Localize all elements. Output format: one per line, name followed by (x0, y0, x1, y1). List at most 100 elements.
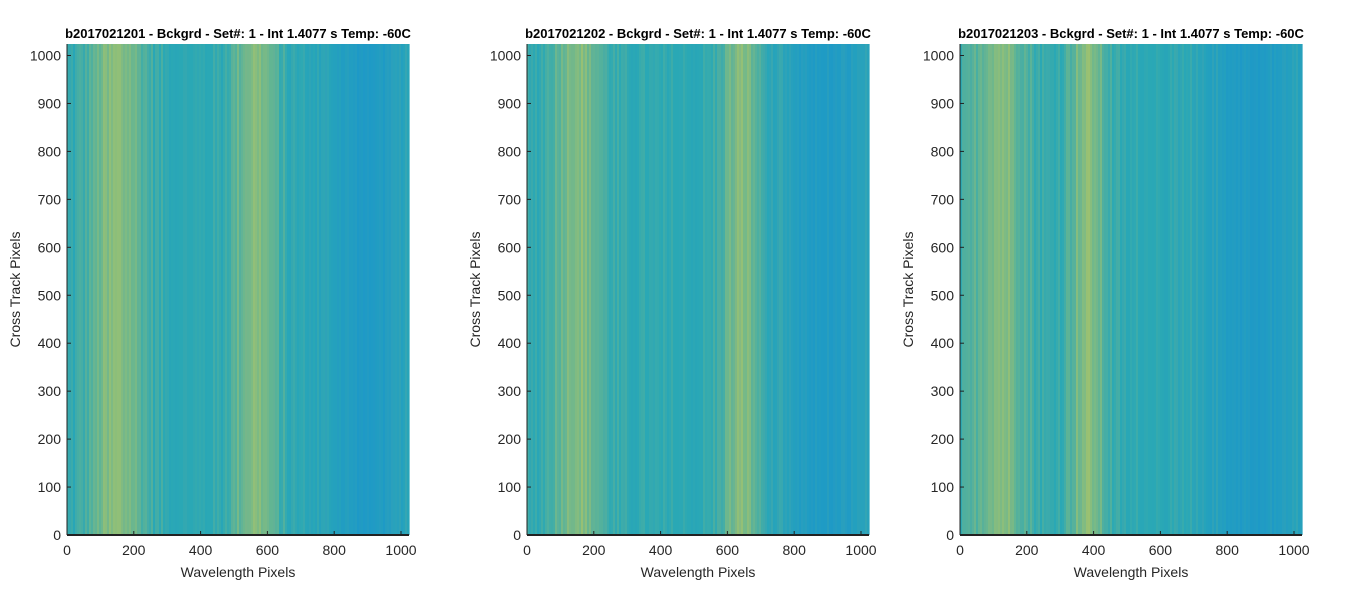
heatmap-column (397, 44, 400, 535)
x-tick-label: 1000 (845, 542, 876, 558)
heatmap-column (966, 44, 969, 535)
x-tick-label: 200 (1015, 542, 1039, 558)
heatmap-column (309, 44, 312, 535)
heatmap-column (737, 44, 740, 535)
heatmap-column (1258, 44, 1261, 535)
heatmap-column (787, 44, 790, 535)
heatmap-column (363, 44, 366, 535)
heatmap-column (321, 44, 324, 535)
heatmap-column (811, 44, 814, 535)
heatmap-column (275, 44, 278, 535)
heatmap-column (601, 44, 604, 535)
heatmap-column (585, 44, 588, 535)
heatmap-column (649, 44, 652, 535)
heatmap-column (247, 44, 250, 535)
heatmap-column (847, 44, 850, 535)
y-tick-label: 0 (946, 527, 954, 543)
heatmap-column (549, 44, 552, 535)
heatmap-column (579, 44, 582, 535)
x-tick-label: 0 (523, 542, 531, 558)
heatmap-column (749, 44, 752, 535)
heatmap-column (113, 44, 116, 535)
heatmap-column (1210, 44, 1213, 535)
heatmap-column (267, 44, 270, 535)
heatmap-column (157, 44, 160, 535)
heatmap-column (753, 44, 756, 535)
heatmap-column (263, 44, 266, 535)
heatmap-column (970, 44, 973, 535)
y-tick-label: 300 (931, 383, 955, 399)
y-tick-label: 700 (498, 191, 522, 207)
heatmap-column (673, 44, 676, 535)
heatmap-column (699, 44, 702, 535)
heatmap-column (765, 44, 768, 535)
heatmap-column (1106, 44, 1109, 535)
heatmap-column (329, 44, 332, 535)
x-tick-label: 400 (649, 542, 673, 558)
heatmap-column (217, 44, 220, 535)
heatmap-column (407, 44, 410, 535)
heatmap-column (149, 44, 152, 535)
y-tick-label: 100 (498, 479, 522, 495)
x-tick-label: 800 (323, 542, 347, 558)
heatmap-column (537, 44, 540, 535)
heatmap-column (761, 44, 764, 535)
heatmap-column (173, 44, 176, 535)
heatmap-column (1124, 44, 1127, 535)
heatmap-column (143, 44, 146, 535)
heatmap-column (1276, 44, 1279, 535)
heatmap-column (990, 44, 993, 535)
heatmap-column (569, 44, 572, 535)
heatmap-column (1130, 44, 1133, 535)
heatmap-column (962, 44, 965, 535)
heatmap-column (735, 44, 738, 535)
heatmap-column (851, 44, 854, 535)
heatmap-column (741, 44, 744, 535)
heatmap-column (135, 44, 138, 535)
heatmap-column (611, 44, 614, 535)
heatmap-column (781, 44, 784, 535)
heatmap-column (81, 44, 84, 535)
heatmap-column (767, 44, 770, 535)
heatmap-column (119, 44, 122, 535)
heatmap-column (547, 44, 550, 535)
heatmap-column (1166, 44, 1169, 535)
heatmap-column (191, 44, 194, 535)
heatmap-column (1278, 44, 1281, 535)
heatmap-column (751, 44, 754, 535)
heatmap-column (1142, 44, 1145, 535)
heatmap-column (1288, 44, 1291, 535)
heatmap-column (1132, 44, 1135, 535)
heatmap-column (367, 44, 370, 535)
heatmap-column (541, 44, 544, 535)
heatmap-column (759, 44, 762, 535)
heatmap-column (819, 44, 822, 535)
heatmap-column (115, 44, 118, 535)
heatmap-column (711, 44, 714, 535)
heatmap-column (551, 44, 554, 535)
heatmap-column (293, 44, 296, 535)
heatmap-column (855, 44, 858, 535)
heatmap-column (127, 44, 130, 535)
heatmap-column (527, 44, 530, 535)
y-tick-label: 900 (38, 95, 62, 111)
heatmap-column (359, 44, 362, 535)
heatmap-column (1150, 44, 1153, 535)
heatmap-column (323, 44, 326, 535)
x-tick-label: 600 (256, 542, 280, 558)
heatmap-column (111, 44, 114, 535)
heatmap-column (713, 44, 716, 535)
heatmap-column (1284, 44, 1287, 535)
y-tick-label: 0 (513, 527, 521, 543)
heatmap-column (849, 44, 852, 535)
heatmap-column (587, 44, 590, 535)
heatmap-column (1282, 44, 1285, 535)
heatmap-column (1036, 44, 1039, 535)
y-tick-label: 1000 (490, 48, 521, 64)
heatmap-column (986, 44, 989, 535)
heatmap-column (635, 44, 638, 535)
x-axis-label: Wavelength Pixels (1074, 564, 1189, 580)
heatmap-column (215, 44, 218, 535)
heatmap-column (201, 44, 204, 535)
x-tick-label: 200 (582, 542, 606, 558)
